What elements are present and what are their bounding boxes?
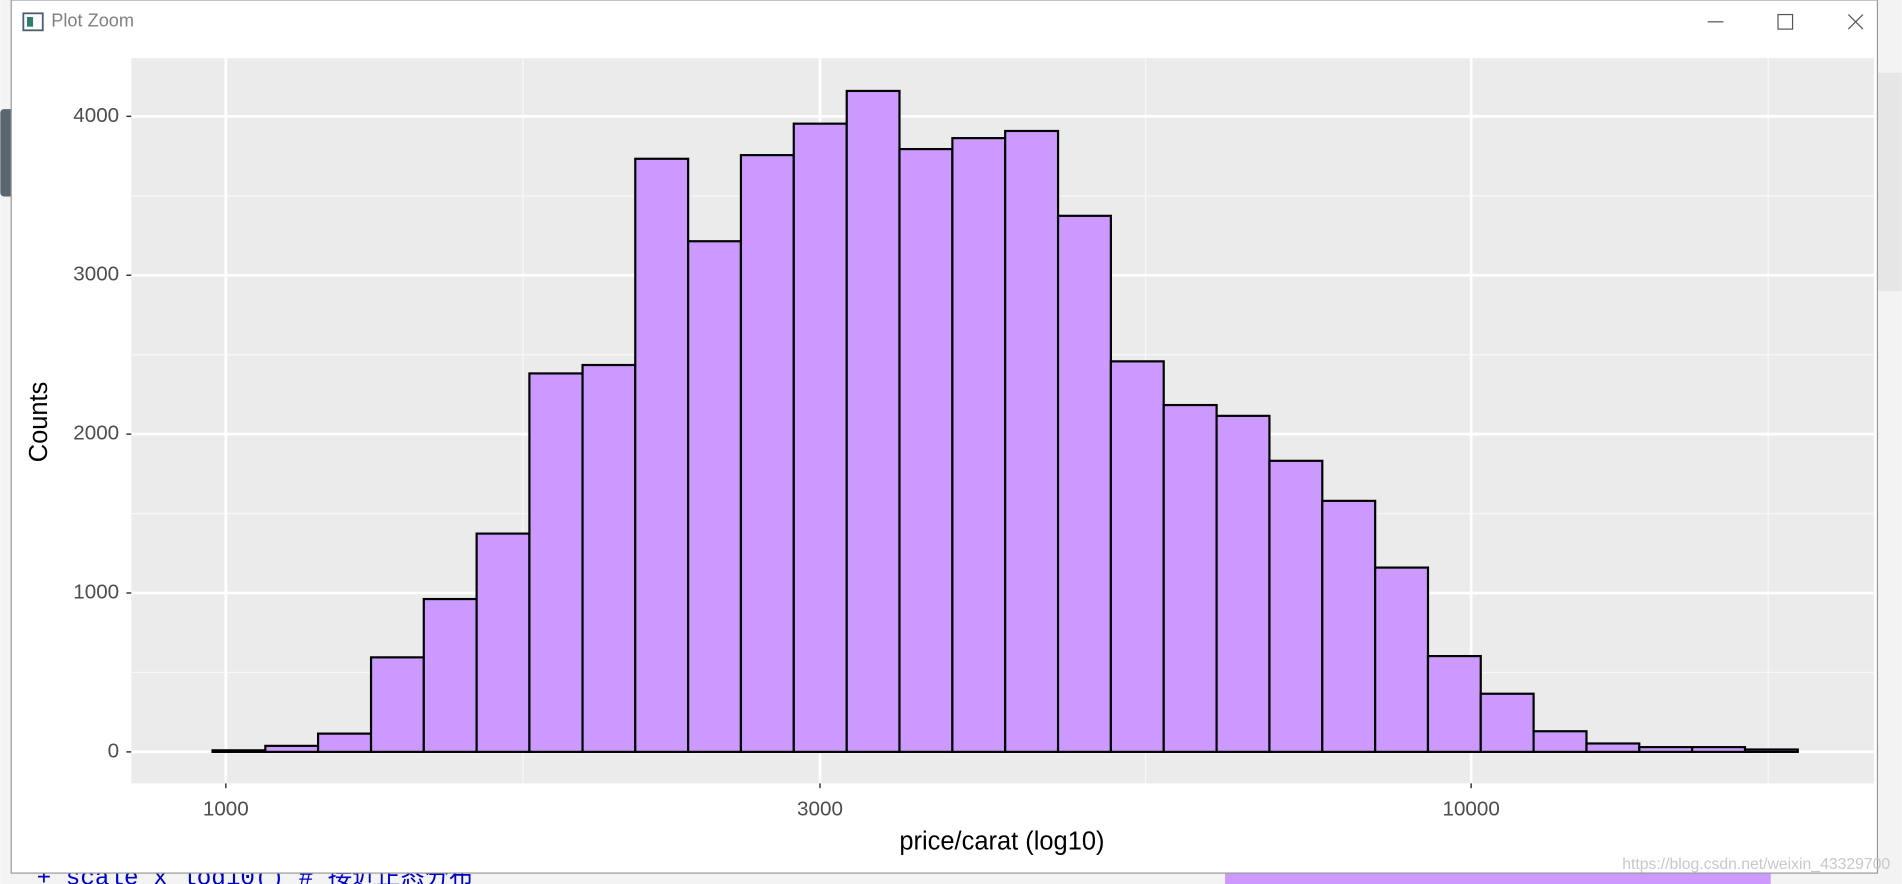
window-icon-mark [26, 16, 34, 27]
maximize-button[interactable] [1777, 13, 1794, 30]
x-tick-label: 3000 [797, 797, 843, 820]
bar [845, 89, 901, 753]
bar [1056, 214, 1112, 753]
bar [898, 147, 954, 753]
bar [1691, 746, 1747, 753]
y-tick-label: 2000 [73, 422, 119, 445]
bar [1004, 129, 1060, 753]
bar [1585, 742, 1641, 753]
x-axis-title: price/carat (log10) [899, 827, 1104, 855]
y-tick-label: 4000 [73, 104, 119, 127]
bar [1638, 746, 1694, 753]
bar [951, 137, 1007, 753]
window-title: Plot Zoom [51, 11, 134, 31]
bar [581, 363, 637, 753]
y-tick-label: 0 [108, 739, 119, 762]
bar [211, 749, 267, 753]
bar [1532, 730, 1588, 753]
watermark: https://blog.csdn.net/weixin_43329700 [1622, 856, 1890, 873]
bar [687, 240, 743, 753]
bar [422, 597, 478, 753]
bar [316, 732, 373, 753]
bar [369, 656, 425, 753]
x-tick-label: 10000 [1442, 797, 1499, 820]
background-panel [1877, 72, 1902, 292]
bar [1743, 748, 1799, 753]
y-tick-label: 3000 [73, 263, 119, 286]
close-button[interactable] [1847, 14, 1864, 30]
bar [1479, 692, 1535, 753]
bar [634, 157, 690, 753]
bar [1321, 499, 1377, 753]
bar [528, 372, 584, 753]
bar [1215, 414, 1271, 753]
bar [1268, 459, 1324, 753]
y-tick-label: 1000 [73, 580, 119, 603]
bar [1162, 403, 1218, 753]
bar [264, 744, 320, 753]
y-axis-title: Counts [25, 382, 53, 463]
x-tick-label: 1000 [203, 797, 249, 820]
bar [1374, 566, 1430, 753]
bar [1426, 654, 1482, 753]
bar [475, 532, 531, 753]
bar [1109, 360, 1165, 753]
bar [739, 154, 795, 753]
bar [792, 122, 848, 753]
background-plot [1225, 870, 1771, 884]
